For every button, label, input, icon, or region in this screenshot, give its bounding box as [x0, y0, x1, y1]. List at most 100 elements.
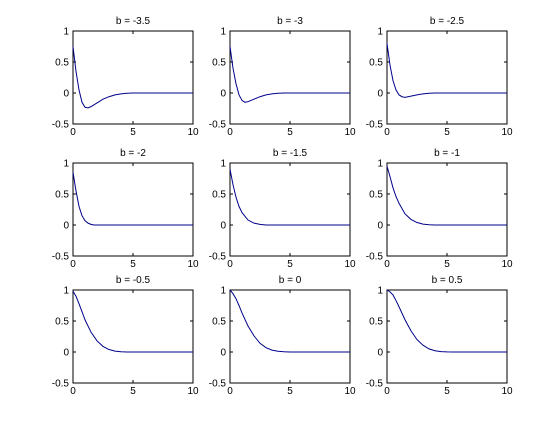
x-tick-label: 5	[130, 259, 136, 270]
y-tick-label: -0.5	[52, 120, 70, 131]
x-tick-label: 10	[187, 386, 199, 397]
x-tick-label: 5	[130, 386, 136, 397]
series-line	[386, 289, 507, 353]
x-tick-label: 5	[287, 127, 293, 138]
y-tick-label: 0	[377, 348, 383, 359]
subplot-3: b = -2.50 5 10-0.500.51	[366, 16, 513, 138]
axes-frame	[386, 30, 508, 125]
y-tick-label: 0.5	[212, 58, 226, 69]
y-tick-label: 1	[220, 159, 226, 170]
y-tick-label: -0.5	[52, 379, 70, 390]
axes-frame	[72, 30, 194, 125]
subplot-1: b = -3.50 5 10-0.500.51	[52, 16, 199, 138]
series-line	[72, 172, 193, 226]
series-line	[72, 290, 193, 353]
subplot-title: b = -1	[434, 148, 460, 159]
subplot-title: b = -3.5	[116, 16, 151, 27]
subplot-5: b = -1.50 5 10-0.500.51	[209, 148, 356, 270]
axes-frame	[386, 289, 508, 384]
subplot-title: b = -2	[120, 148, 146, 159]
series-line	[386, 165, 507, 226]
x-tick-label: 5	[444, 386, 450, 397]
y-tick-label: 1	[63, 286, 69, 297]
subplot-4: b = -20 5 10-0.500.51	[52, 148, 199, 270]
x-tick-label: 0	[384, 386, 390, 397]
y-tick-label: 1	[377, 286, 383, 297]
x-tick-label: 5	[444, 259, 450, 270]
series-line	[229, 289, 350, 353]
subplot-8: b = 00 5 10-0.500.51	[209, 275, 356, 397]
x-tick-label: 0	[384, 127, 390, 138]
y-tick-label: -0.5	[209, 252, 227, 263]
y-tick-label: 0	[63, 221, 69, 232]
x-tick-label: 5	[444, 127, 450, 138]
series-line	[229, 46, 350, 103]
axes-frame	[386, 162, 508, 257]
x-tick-label: 10	[344, 127, 356, 138]
y-tick-label: 0	[220, 221, 226, 232]
subplot-9: b = 0.50 5 10-0.500.51	[366, 275, 513, 397]
y-tick-label: 1	[377, 159, 383, 170]
x-tick-label: 0	[70, 127, 76, 138]
axes-frame	[229, 30, 351, 125]
y-tick-label: 0.5	[212, 190, 226, 201]
subplot-6: b = -10 5 10-0.500.51	[366, 148, 513, 270]
y-tick-label: 0	[63, 89, 69, 100]
series-line	[386, 43, 507, 98]
x-tick-label: 10	[501, 386, 513, 397]
subplot-title: b = -3	[277, 16, 303, 27]
subplot-title: b = -0.5	[116, 275, 151, 286]
y-tick-label: 0.5	[212, 317, 226, 328]
x-tick-label: 0	[227, 259, 233, 270]
y-tick-label: -0.5	[209, 379, 227, 390]
x-tick-label: 10	[501, 127, 513, 138]
y-tick-label: 0.5	[369, 190, 383, 201]
x-tick-label: 10	[187, 127, 199, 138]
subplot-title: b = -2.5	[430, 16, 465, 27]
axes-frame	[229, 289, 351, 384]
x-tick-label: 0	[384, 259, 390, 270]
x-tick-label: 0	[70, 259, 76, 270]
subplot-7: b = -0.50 5 10-0.500.51	[52, 275, 199, 397]
subplot-title: b = 0	[279, 275, 302, 286]
axes-frame	[229, 162, 351, 257]
y-tick-label: -0.5	[366, 379, 384, 390]
x-tick-label: 10	[501, 259, 513, 270]
y-tick-label: 0.5	[55, 190, 69, 201]
y-tick-label: 1	[63, 27, 69, 38]
y-tick-label: 0.5	[369, 317, 383, 328]
series-line	[229, 169, 350, 226]
y-tick-label: 0	[220, 348, 226, 359]
y-tick-label: 0	[377, 221, 383, 232]
y-tick-label: 1	[377, 27, 383, 38]
x-tick-label: 0	[227, 127, 233, 138]
series-line	[72, 46, 193, 109]
y-tick-label: -0.5	[366, 252, 384, 263]
x-tick-label: 10	[187, 259, 199, 270]
y-tick-label: 0	[377, 89, 383, 100]
x-tick-label: 5	[287, 386, 293, 397]
axes-frame	[72, 289, 194, 384]
axes-frame	[72, 162, 194, 257]
y-tick-label: 0.5	[55, 58, 69, 69]
y-tick-label: 0	[220, 89, 226, 100]
y-tick-label: 1	[220, 286, 226, 297]
subplot-title: b = 0.5	[432, 275, 463, 286]
y-tick-label: 0.5	[369, 58, 383, 69]
subplot-title: b = -1.5	[273, 148, 308, 159]
x-tick-label: 0	[227, 386, 233, 397]
y-tick-label: 0.5	[55, 317, 69, 328]
x-tick-label: 10	[344, 259, 356, 270]
y-tick-label: 0	[63, 348, 69, 359]
x-tick-label: 10	[344, 386, 356, 397]
x-tick-label: 5	[287, 259, 293, 270]
y-tick-label: 1	[63, 159, 69, 170]
x-tick-label: 0	[70, 386, 76, 397]
subplot-2: b = -30 5 10-0.500.51	[209, 16, 356, 138]
y-tick-label: 1	[220, 27, 226, 38]
x-tick-label: 5	[130, 127, 136, 138]
y-tick-label: -0.5	[209, 120, 227, 131]
y-tick-label: -0.5	[366, 120, 384, 131]
y-tick-label: -0.5	[52, 252, 70, 263]
